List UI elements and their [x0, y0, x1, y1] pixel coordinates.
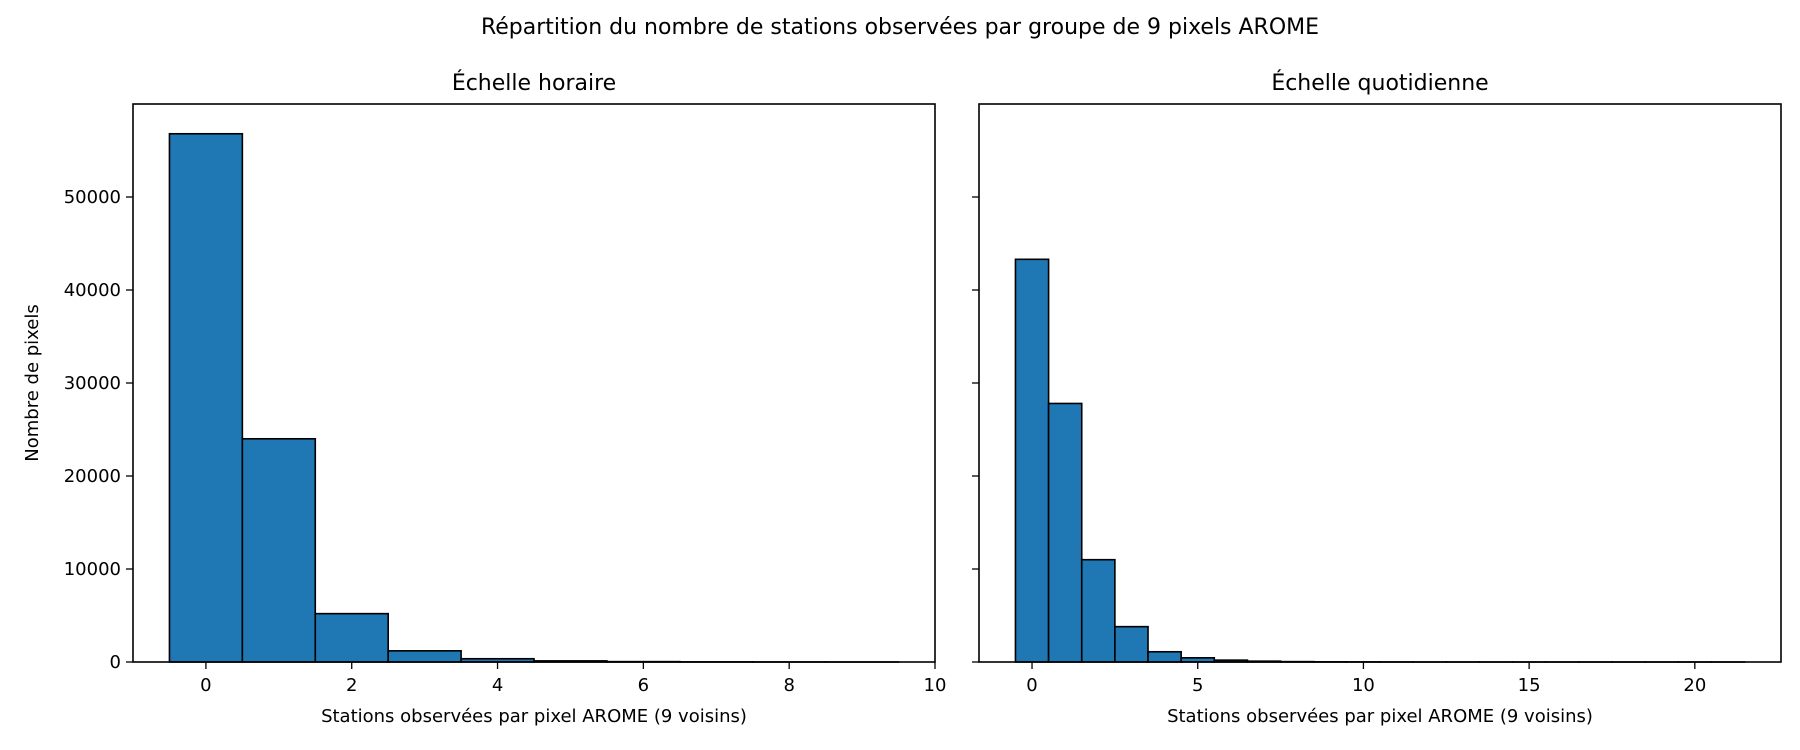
x-tick-label: 0 — [200, 675, 211, 696]
x-tick-label: 5 — [1192, 675, 1203, 696]
panel-title: Échelle horaire — [452, 70, 616, 96]
y-tick-label: 30000 — [64, 373, 121, 394]
y-tick-label: 0 — [110, 652, 121, 673]
panel-0: 0 2 4 6 8 10 0 10000 20000 30000 40000 50000 Échelle… — [22, 70, 946, 727]
panels: 0 2 4 6 8 10 0 10000 20000 30000 40000 50000 Échelle… — [22, 70, 1782, 727]
y-tick-label: 50000 — [64, 187, 121, 208]
histogram-bar — [1080, 558, 1116, 663]
figure-suptitle: Répartition du nombre de stations observ… — [481, 15, 1319, 40]
x-tick-label: 20 — [1683, 675, 1706, 696]
histogram-bar — [241, 437, 317, 663]
histogram-bar — [1047, 402, 1083, 663]
histogram-bar — [314, 612, 389, 663]
y-tick-label: 10000 — [64, 559, 121, 580]
histogram-bar — [1114, 625, 1149, 663]
y-tick-label: 20000 — [64, 466, 121, 487]
histogram-bar — [168, 132, 244, 663]
histogram-bar — [1147, 650, 1182, 663]
x-tick-label: 0 — [1026, 675, 1037, 696]
x-tick-label: 4 — [492, 675, 503, 696]
x-tick-label: 2 — [346, 675, 357, 696]
x-tick-label: 15 — [1518, 675, 1541, 696]
y-tick-label: 40000 — [64, 280, 121, 301]
panel-title: Échelle quotidienne — [1271, 70, 1488, 96]
x-tick-label: 10 — [924, 675, 947, 696]
x-axis-label: Stations observées par pixel AROME (9 vo… — [1167, 706, 1593, 727]
panel-1: 0 5 10 15 20 Échelle quotidienne Stations obse… — [972, 70, 1782, 727]
x-tick-label: 10 — [1352, 675, 1375, 696]
x-axis-label: Stations observées par pixel AROME (9 vo… — [321, 706, 747, 727]
x-tick-label: 8 — [783, 675, 794, 696]
y-axis-label: Nombre de pixels — [22, 304, 43, 461]
x-tick-label: 6 — [638, 675, 649, 696]
histogram-bar — [387, 650, 462, 663]
histogram-bar — [1014, 258, 1050, 663]
